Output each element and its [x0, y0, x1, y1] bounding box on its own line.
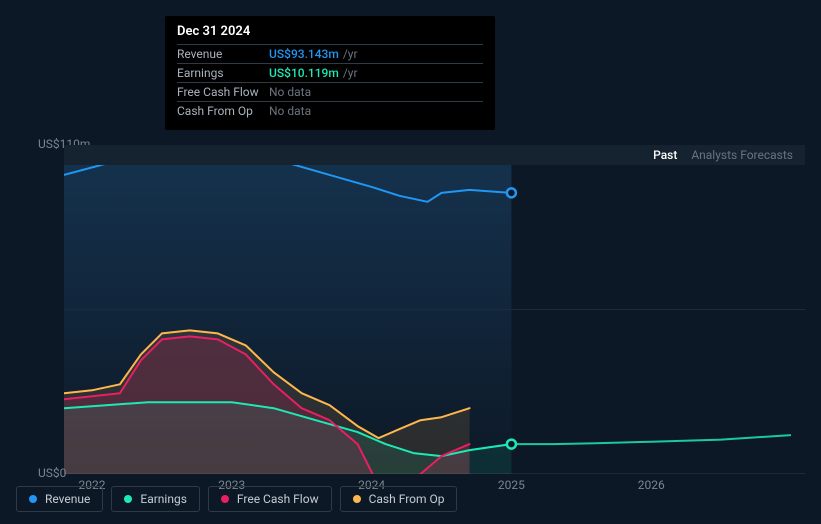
header-forecast-label: Analysts Forecasts: [691, 148, 793, 162]
chart-legend: Revenue Earnings Free Cash Flow Cash From O…: [16, 486, 457, 512]
tooltip-row-label: Free Cash Flow: [177, 85, 269, 99]
legend-dot-icon: [353, 495, 361, 503]
tooltip-row-label: Cash From Op: [177, 104, 269, 118]
tooltip-row-label: Earnings: [177, 66, 269, 80]
chart-tooltip: Dec 31 2024 RevenueUS$93.143m/yrEarnings…: [165, 16, 495, 130]
tooltip-row: Free Cash FlowNo data: [177, 82, 483, 101]
legend-item-cash_from_op[interactable]: Cash From Op: [340, 486, 458, 512]
tooltip-row: Cash From OpNo data: [177, 101, 483, 120]
legend-item-earnings[interactable]: Earnings: [111, 486, 200, 512]
chart-area: Past Analysts Forecasts US$0US$110m 2022…: [16, 125, 805, 474]
chart-header-band: Past Analysts Forecasts: [64, 145, 805, 165]
legend-dot-icon: [221, 495, 229, 503]
legend-dot-icon: [29, 495, 37, 503]
y-axis-label: US$0: [38, 466, 66, 480]
header-past-label: Past: [653, 148, 677, 162]
tooltip-row-label: Revenue: [177, 47, 269, 61]
legend-dot-icon: [124, 495, 132, 503]
series-end-marker-revenue: [507, 188, 516, 197]
tooltip-row-nodata: No data: [269, 85, 311, 99]
tooltip-row-unit: /yr: [343, 47, 358, 61]
tooltip-row-unit: /yr: [343, 66, 358, 80]
tooltip-row-value: US$10.119m: [269, 66, 339, 80]
series-end-marker-earnings: [507, 440, 516, 449]
legend-label: Earnings: [140, 492, 187, 506]
legend-label: Revenue: [45, 492, 90, 506]
tooltip-row: RevenueUS$93.143m/yr: [177, 44, 483, 63]
legend-item-free_cash_flow[interactable]: Free Cash Flow: [208, 486, 332, 512]
tooltip-date: Dec 31 2024: [177, 24, 483, 44]
legend-label: Cash From Op: [369, 492, 445, 506]
x-axis-label: 2026: [638, 478, 665, 492]
legend-item-revenue[interactable]: Revenue: [16, 486, 103, 512]
chart-svg: [64, 145, 805, 474]
legend-label: Free Cash Flow: [237, 492, 319, 506]
tooltip-row-nodata: No data: [269, 104, 311, 118]
series-forecast-earnings: [511, 435, 791, 444]
tooltip-row-value: US$93.143m: [269, 47, 339, 61]
tooltip-row: EarningsUS$10.119m/yr: [177, 63, 483, 82]
x-axis-label: 2025: [498, 478, 525, 492]
